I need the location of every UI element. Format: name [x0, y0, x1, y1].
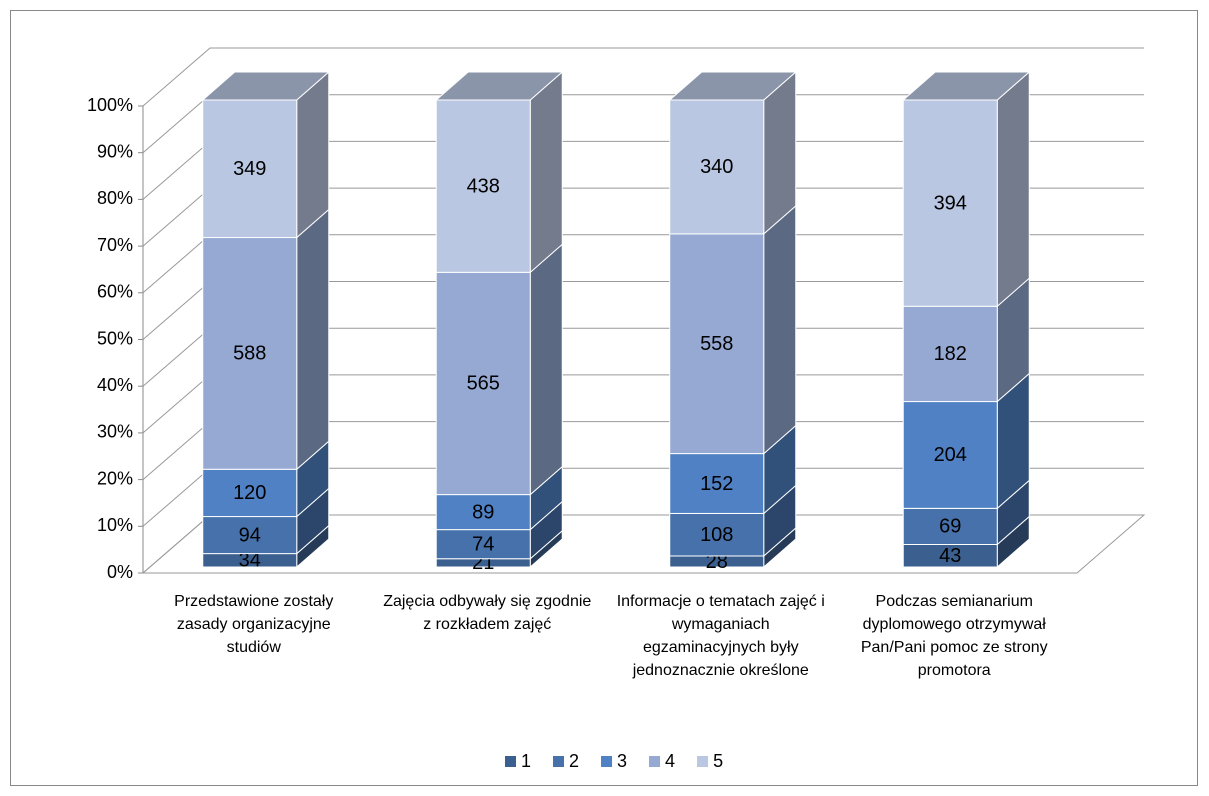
- bar-side: [529, 243, 563, 496]
- bar-front: [669, 233, 765, 455]
- legend-label: 4: [665, 751, 675, 771]
- y-tick-label: 10%: [97, 515, 133, 535]
- x-tick-label: Informacje o tematach zajęć i wymaganiac…: [616, 593, 825, 679]
- x-tick-label: Zajęcia odbywały się zgodnie z rozkładem…: [383, 593, 592, 633]
- bar-segment: [669, 204, 797, 455]
- data-label: 182: [934, 343, 967, 365]
- data-label: 108: [700, 524, 733, 546]
- bar-front: [669, 99, 765, 235]
- bar-segment: [435, 243, 563, 496]
- bar-segment: [902, 515, 1030, 569]
- bar-front: [435, 494, 531, 531]
- legend-label: 3: [617, 751, 627, 771]
- grid-line: [142, 47, 1144, 107]
- bar-segment: [202, 487, 330, 555]
- legend-swatch: [649, 756, 661, 767]
- data-label: 394: [934, 192, 967, 214]
- data-label: 69: [939, 516, 961, 538]
- bar-segment: [435, 500, 563, 560]
- data-label: 89: [472, 501, 494, 523]
- legend-swatch: [601, 756, 613, 767]
- legend-swatch: [553, 756, 565, 767]
- data-label: 204: [934, 444, 967, 466]
- y-tick-label: 40%: [97, 375, 133, 395]
- x-tick-label: Przedstawione zostały zasady organizacyj…: [174, 593, 334, 656]
- bar-segment: [434, 70, 564, 274]
- data-label: 558: [700, 333, 733, 355]
- data-label: 340: [700, 156, 733, 178]
- data-label: 43: [939, 545, 961, 567]
- bar-front: [202, 516, 298, 555]
- legend-label: 1: [521, 751, 531, 771]
- y-tick-label: 30%: [97, 422, 133, 442]
- data-label: 588: [233, 343, 266, 365]
- data-label: 74: [472, 533, 494, 555]
- bar-segment: [202, 524, 330, 569]
- x-tick-label: Podczas semianarium dyplomowego otrzymyw…: [860, 593, 1048, 679]
- data-label: 438: [467, 175, 500, 197]
- y-tick-label: 80%: [97, 188, 133, 208]
- bar-segment: [669, 484, 797, 558]
- bar-side: [996, 70, 1030, 308]
- bar-front: [435, 99, 531, 273]
- y-tick-label: 60%: [97, 282, 133, 302]
- data-label: 565: [467, 373, 500, 395]
- bar-segment: [202, 440, 330, 518]
- bar-side: [763, 204, 797, 455]
- y-tick-label: 90%: [97, 141, 133, 161]
- data-label: 152: [700, 473, 733, 495]
- bar-front: [902, 401, 998, 509]
- bar-segment: [901, 70, 1031, 308]
- y-tick-label: 0%: [107, 562, 133, 582]
- bar-front: [202, 99, 298, 239]
- bar-segment: [902, 372, 1030, 510]
- bar-front: [435, 271, 531, 496]
- bar-segment: [202, 208, 330, 471]
- legend-label: 2: [569, 751, 579, 771]
- bar-front: [202, 468, 298, 518]
- bar-segment: [201, 70, 331, 239]
- y-tick-label: 50%: [97, 328, 133, 348]
- legend-label: 5: [713, 751, 723, 771]
- bar-side: [529, 70, 563, 274]
- bar-front: [902, 507, 998, 545]
- bar-segment: [669, 424, 797, 515]
- y-tick-label: 100%: [87, 95, 133, 115]
- data-label: 34: [239, 550, 261, 572]
- bar-segment: [902, 479, 1030, 546]
- data-label: 349: [233, 158, 266, 180]
- data-label: 94: [239, 524, 261, 546]
- legend-swatch: [505, 756, 516, 767]
- bar-front: [202, 237, 298, 470]
- bar-front: [902, 305, 998, 403]
- y-tick-label: 20%: [97, 468, 133, 488]
- data-label: 120: [233, 482, 266, 504]
- legend-swatch: [697, 756, 709, 767]
- bar-side: [296, 70, 330, 239]
- bar-side: [296, 208, 330, 471]
- bar-front: [669, 453, 765, 514]
- bar-segment: [902, 277, 1030, 403]
- bar-segment: [668, 70, 798, 235]
- bar-front: [902, 99, 998, 307]
- bar-segment: [435, 465, 563, 531]
- y-tick-label: 70%: [97, 235, 133, 255]
